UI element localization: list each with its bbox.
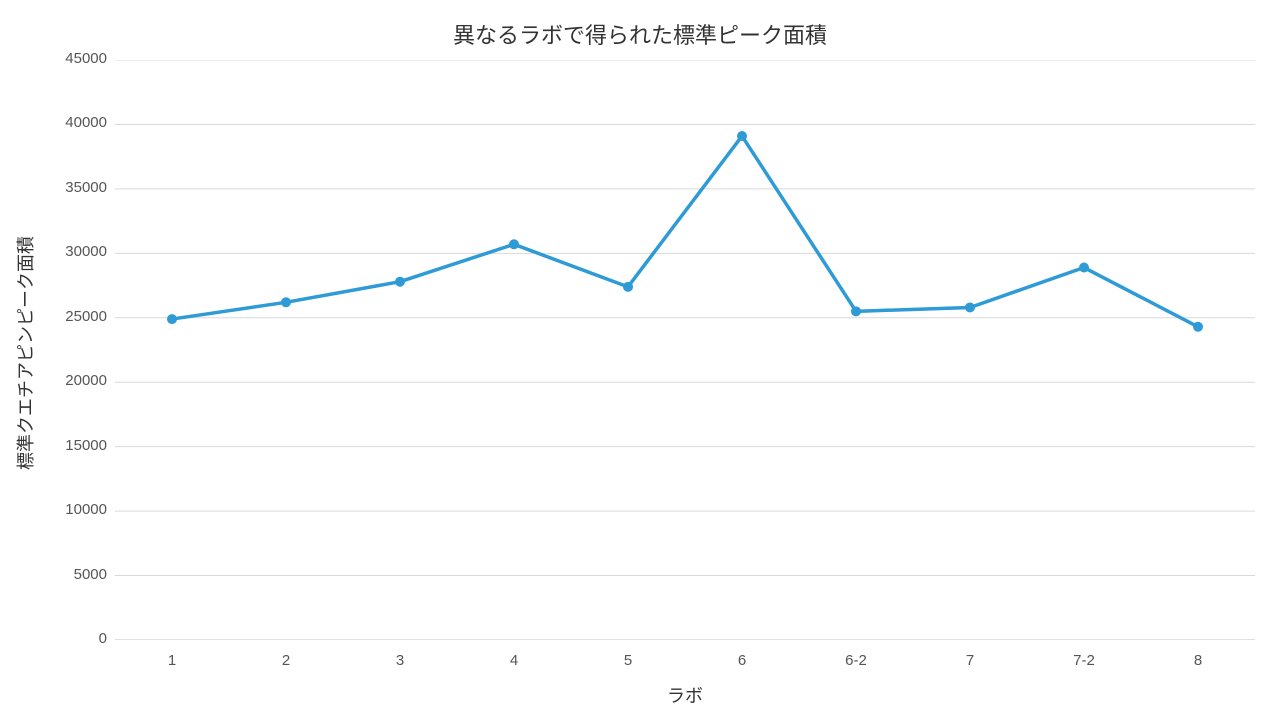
x-tick-label: 4 xyxy=(474,652,554,669)
x-tick-label: 7 xyxy=(930,652,1010,669)
chart-title: 異なるラボで得られた標準ピーク面積 xyxy=(0,18,1280,50)
x-tick-label: 1 xyxy=(132,652,212,669)
y-tick-label: 5000 xyxy=(74,566,107,583)
y-tick-label: 20000 xyxy=(65,372,107,389)
x-tick-label: 3 xyxy=(360,652,440,669)
chart-container: 異なるラボで得られた標準ピーク面積 標準クエチアピンピーク面積 ラボ 0 5000… xyxy=(0,0,1280,723)
x-tick-label: 7-2 xyxy=(1044,652,1124,669)
x-tick-label: 8 xyxy=(1158,652,1238,669)
y-tick-label: 25000 xyxy=(65,308,107,325)
y-tick-label: 35000 xyxy=(65,179,107,196)
x-axis-label: ラボ xyxy=(115,682,1255,708)
plot-area xyxy=(115,60,1255,640)
y-tick-label: 0 xyxy=(99,630,107,647)
x-tick-label: 5 xyxy=(588,652,668,669)
y-tick-label: 10000 xyxy=(65,501,107,518)
y-tick-label: 30000 xyxy=(65,243,107,260)
chart-svg xyxy=(115,60,1255,640)
y-tick-label: 45000 xyxy=(65,50,107,67)
x-tick-label: 6-2 xyxy=(816,652,896,669)
y-tick-label: 40000 xyxy=(65,114,107,131)
y-tick-label: 15000 xyxy=(65,437,107,454)
x-tick-label: 6 xyxy=(702,652,782,669)
y-axis-label: 標準クエチアピンピーク面積 xyxy=(12,173,38,533)
x-tick-label: 2 xyxy=(246,652,326,669)
